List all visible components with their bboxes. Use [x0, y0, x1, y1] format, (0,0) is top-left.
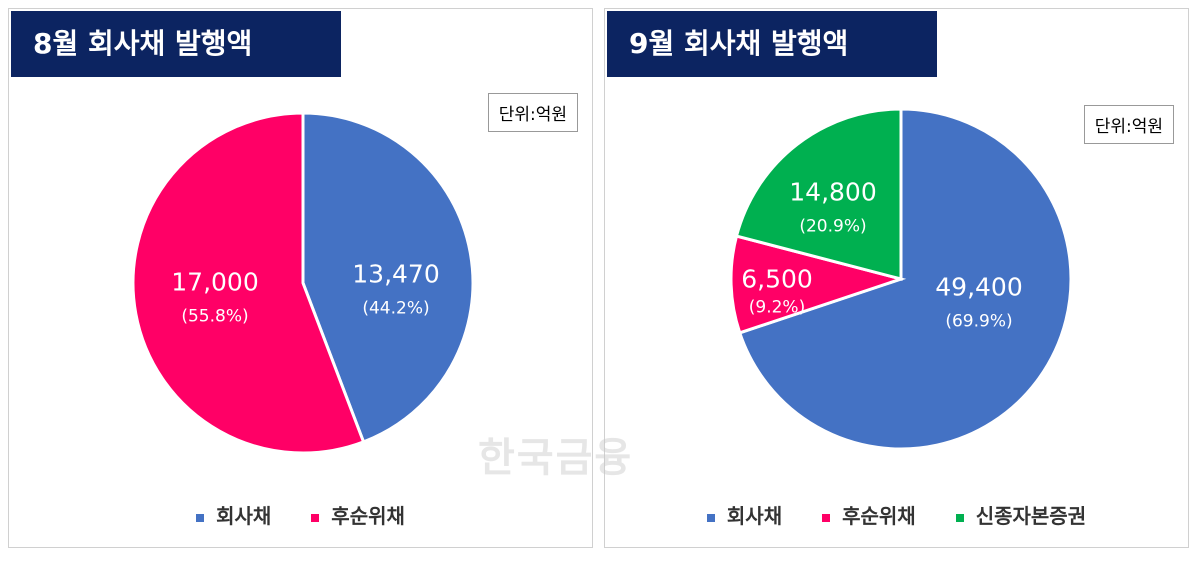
pie-svg: [729, 107, 1073, 451]
legend-item: 회사채: [196, 500, 271, 529]
data-label: 6,500 (9.2%): [741, 264, 813, 318]
chart-title: 9월 회사채 발행액: [607, 11, 937, 77]
data-label: 49,400 (69.9%): [935, 272, 1023, 332]
legend: 회사채 후순위채 신종자본증권: [605, 500, 1188, 529]
legend-item: 후순위채: [822, 500, 916, 529]
pie-slice-후순위채: [729, 234, 907, 335]
legend-marker: [311, 513, 320, 522]
legend-marker: [955, 513, 964, 522]
chart-title: 8월 회사채 발행액: [11, 11, 341, 77]
legend-item: 신종자본증권: [955, 500, 1086, 529]
data-label: 17,000 (55.8%): [171, 267, 259, 327]
legend: 회사채 후순위채: [9, 500, 592, 529]
pie-slice-신종자본증권: [734, 107, 903, 281]
legend-item: 회사채: [706, 500, 782, 529]
data-label: 13,470 (44.2%): [352, 259, 440, 319]
data-label: 14,800 (20.9%): [789, 177, 877, 237]
pie-slice-회사채: [301, 111, 475, 444]
unit-label: 단위:억원: [1083, 105, 1174, 144]
august-chart-panel: 8월 회사채 발행액 단위:억원 13,470 (44.2%) 17,000 (55…: [8, 8, 593, 548]
pie-svg: [131, 111, 475, 455]
unit-label: 단위:억원: [487, 93, 578, 132]
september-chart-panel: 9월 회사채 발행액 단위:억원 49,400 (69.9%) 6,500 (9.2…: [604, 8, 1189, 548]
legend-item: 후순위채: [311, 500, 405, 529]
watermark: 한국금융: [478, 435, 634, 481]
pie-slice-후순위채: [131, 111, 366, 455]
legend-marker: [706, 513, 715, 522]
legend-marker: [822, 513, 831, 522]
legend-marker: [196, 513, 205, 522]
